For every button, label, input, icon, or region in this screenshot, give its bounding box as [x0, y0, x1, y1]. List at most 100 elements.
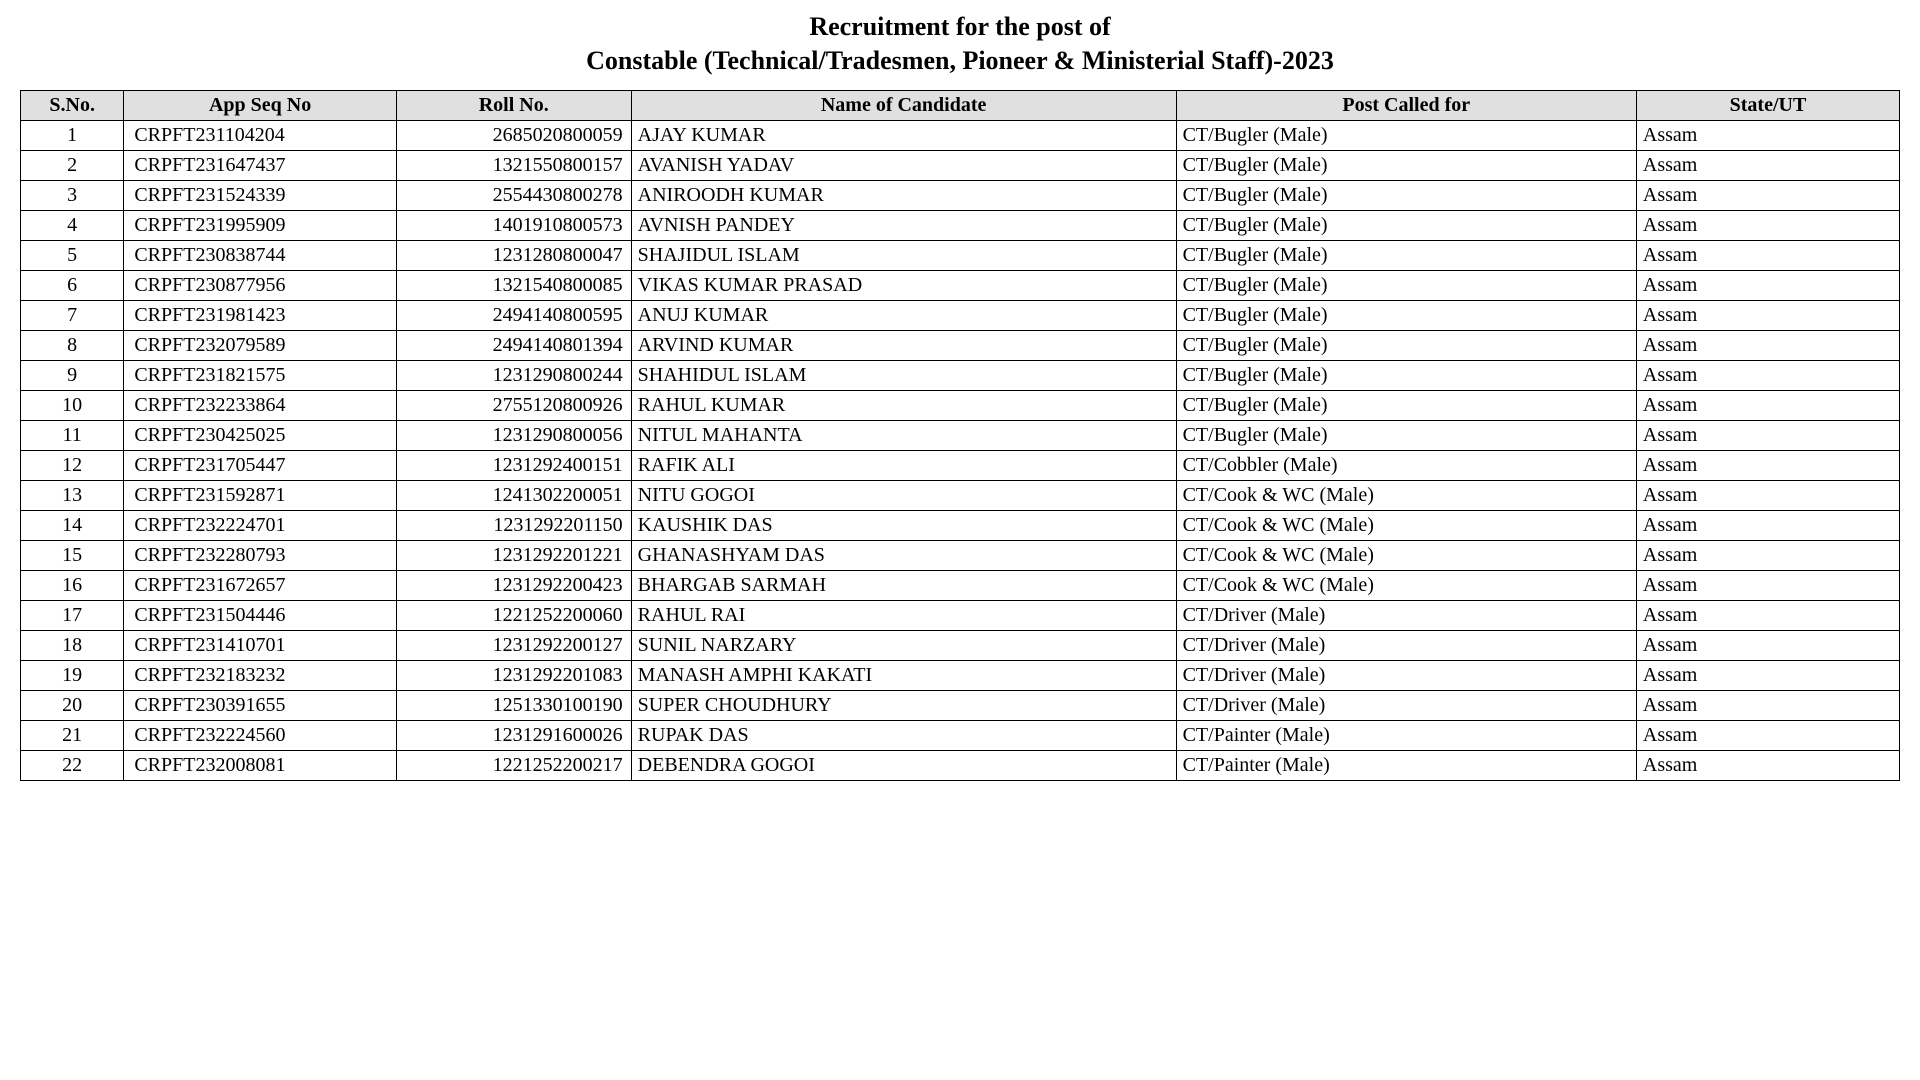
cell-sno: 1: [21, 120, 124, 150]
cell-name: NITUL MAHANTA: [631, 420, 1176, 450]
cell-app: CRPFT230838744: [124, 240, 396, 270]
col-header-name: Name of Candidate: [631, 90, 1176, 120]
title-line-2: Constable (Technical/Tradesmen, Pioneer …: [586, 46, 1334, 75]
table-row: 13CRPFT2315928711241302200051NITU GOGOIC…: [21, 480, 1900, 510]
cell-roll: 2685020800059: [396, 120, 631, 150]
cell-sno: 19: [21, 660, 124, 690]
cell-state: Assam: [1636, 300, 1899, 330]
cell-name: NITU GOGOI: [631, 480, 1176, 510]
cell-post: CT/Painter (Male): [1176, 720, 1636, 750]
cell-sno: 17: [21, 600, 124, 630]
cell-roll: 1231280800047: [396, 240, 631, 270]
table-head: S.No.App Seq NoRoll No.Name of Candidate…: [21, 90, 1900, 120]
cell-roll: 1231292400151: [396, 450, 631, 480]
table-row: 5CRPFT2308387441231280800047SHAJIDUL ISL…: [21, 240, 1900, 270]
cell-post: CT/Cook & WC (Male): [1176, 570, 1636, 600]
table-row: 7CRPFT2319814232494140800595ANUJ KUMARCT…: [21, 300, 1900, 330]
cell-name: AVNISH PANDEY: [631, 210, 1176, 240]
cell-state: Assam: [1636, 600, 1899, 630]
col-header-sno: S.No.: [21, 90, 124, 120]
cell-name: SUNIL NARZARY: [631, 630, 1176, 660]
cell-name: AJAY KUMAR: [631, 120, 1176, 150]
cell-app: CRPFT232079589: [124, 330, 396, 360]
col-header-roll: Roll No.: [396, 90, 631, 120]
cell-post: CT/Cook & WC (Male): [1176, 540, 1636, 570]
cell-sno: 3: [21, 180, 124, 210]
cell-post: CT/Bugler (Male): [1176, 210, 1636, 240]
cell-state: Assam: [1636, 690, 1899, 720]
cell-app: CRPFT231504446: [124, 600, 396, 630]
cell-sno: 18: [21, 630, 124, 660]
cell-roll: 1231292200423: [396, 570, 631, 600]
cell-app: CRPFT232008081: [124, 750, 396, 780]
cell-roll: 1321550800157: [396, 150, 631, 180]
col-header-state: State/UT: [1636, 90, 1899, 120]
cell-sno: 9: [21, 360, 124, 390]
table-row: 3CRPFT2315243392554430800278ANIROODH KUM…: [21, 180, 1900, 210]
cell-state: Assam: [1636, 540, 1899, 570]
cell-app: CRPFT230425025: [124, 420, 396, 450]
cell-app: CRPFT232224701: [124, 510, 396, 540]
cell-sno: 7: [21, 300, 124, 330]
col-header-post: Post Called for: [1176, 90, 1636, 120]
cell-sno: 10: [21, 390, 124, 420]
cell-state: Assam: [1636, 750, 1899, 780]
cell-roll: 1251330100190: [396, 690, 631, 720]
table-row: 14CRPFT2322247011231292201150KAUSHIK DAS…: [21, 510, 1900, 540]
cell-state: Assam: [1636, 720, 1899, 750]
table-row: 18CRPFT2314107011231292200127SUNIL NARZA…: [21, 630, 1900, 660]
cell-name: SUPER CHOUDHURY: [631, 690, 1176, 720]
cell-sno: 16: [21, 570, 124, 600]
cell-sno: 20: [21, 690, 124, 720]
cell-roll: 2494140800595: [396, 300, 631, 330]
table-row: 12CRPFT2317054471231292400151RAFIK ALICT…: [21, 450, 1900, 480]
cell-post: CT/Bugler (Male): [1176, 150, 1636, 180]
candidates-table: S.No.App Seq NoRoll No.Name of Candidate…: [20, 90, 1900, 781]
cell-post: CT/Cook & WC (Male): [1176, 510, 1636, 540]
cell-app: CRPFT231592871: [124, 480, 396, 510]
cell-name: ANUJ KUMAR: [631, 300, 1176, 330]
cell-name: RAFIK ALI: [631, 450, 1176, 480]
cell-post: CT/Cook & WC (Male): [1176, 480, 1636, 510]
cell-roll: 2755120800926: [396, 390, 631, 420]
cell-roll: 1221252200217: [396, 750, 631, 780]
table-row: 19CRPFT2321832321231292201083MANASH AMPH…: [21, 660, 1900, 690]
cell-name: ARVIND KUMAR: [631, 330, 1176, 360]
col-header-app: App Seq No: [124, 90, 396, 120]
cell-name: DEBENDRA GOGOI: [631, 750, 1176, 780]
cell-roll: 1231292200127: [396, 630, 631, 660]
cell-post: CT/Painter (Male): [1176, 750, 1636, 780]
cell-sno: 21: [21, 720, 124, 750]
cell-sno: 6: [21, 270, 124, 300]
cell-sno: 5: [21, 240, 124, 270]
cell-post: CT/Bugler (Male): [1176, 330, 1636, 360]
table-row: 4CRPFT2319959091401910800573AVNISH PANDE…: [21, 210, 1900, 240]
cell-app: CRPFT230877956: [124, 270, 396, 300]
cell-post: CT/Bugler (Male): [1176, 180, 1636, 210]
cell-roll: 1231292201150: [396, 510, 631, 540]
cell-app: CRPFT232280793: [124, 540, 396, 570]
cell-state: Assam: [1636, 570, 1899, 600]
cell-roll: 1231292201083: [396, 660, 631, 690]
cell-state: Assam: [1636, 420, 1899, 450]
table-row: 10CRPFT2322338642755120800926RAHUL KUMAR…: [21, 390, 1900, 420]
cell-sno: 14: [21, 510, 124, 540]
cell-roll: 1321540800085: [396, 270, 631, 300]
cell-state: Assam: [1636, 270, 1899, 300]
cell-state: Assam: [1636, 480, 1899, 510]
cell-app: CRPFT231995909: [124, 210, 396, 240]
cell-sno: 22: [21, 750, 124, 780]
cell-post: CT/Driver (Male): [1176, 690, 1636, 720]
cell-app: CRPFT231524339: [124, 180, 396, 210]
cell-sno: 8: [21, 330, 124, 360]
cell-app: CRPFT231104204: [124, 120, 396, 150]
table-row: 15CRPFT2322807931231292201221GHANASHYAM …: [21, 540, 1900, 570]
cell-roll: 1401910800573: [396, 210, 631, 240]
table-row: 16CRPFT2316726571231292200423BHARGAB SAR…: [21, 570, 1900, 600]
cell-post: CT/Bugler (Male): [1176, 240, 1636, 270]
table-body: 1CRPFT2311042042685020800059AJAY KUMARCT…: [21, 120, 1900, 780]
cell-sno: 2: [21, 150, 124, 180]
cell-name: BHARGAB SARMAH: [631, 570, 1176, 600]
cell-name: KAUSHIK DAS: [631, 510, 1176, 540]
cell-state: Assam: [1636, 210, 1899, 240]
